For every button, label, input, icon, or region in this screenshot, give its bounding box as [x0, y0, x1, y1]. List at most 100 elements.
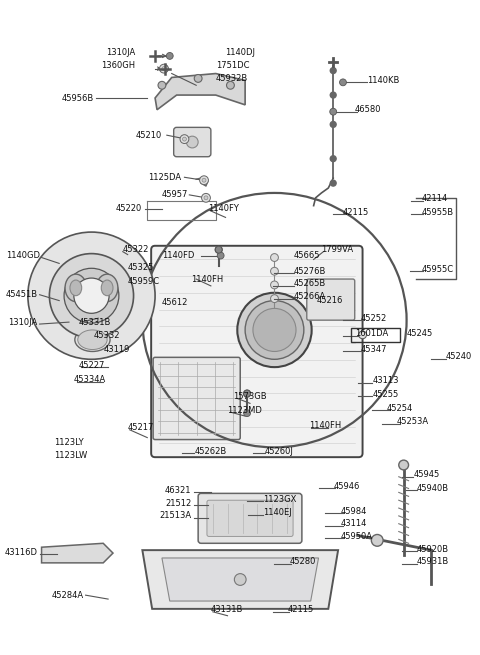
FancyBboxPatch shape — [207, 500, 293, 536]
Circle shape — [194, 75, 202, 83]
Text: 1123LY: 1123LY — [54, 438, 84, 447]
Text: 45245: 45245 — [407, 329, 433, 339]
Circle shape — [227, 81, 234, 89]
Text: 45217: 45217 — [128, 423, 154, 432]
Circle shape — [28, 232, 155, 360]
Text: 43113: 43113 — [372, 377, 399, 385]
Circle shape — [372, 534, 383, 546]
Text: 1140GD: 1140GD — [6, 251, 40, 260]
Text: 45955B: 45955B — [421, 208, 454, 217]
Circle shape — [217, 252, 224, 259]
Text: 45253A: 45253A — [397, 417, 429, 426]
Circle shape — [234, 574, 246, 586]
Polygon shape — [42, 543, 113, 563]
Text: 45932B: 45932B — [216, 74, 248, 83]
Text: 45347: 45347 — [360, 345, 387, 354]
Text: 1140FH: 1140FH — [192, 274, 224, 284]
Circle shape — [74, 278, 109, 313]
Circle shape — [180, 135, 189, 143]
Text: 43114: 43114 — [341, 519, 367, 528]
Ellipse shape — [75, 328, 110, 352]
Circle shape — [330, 92, 336, 98]
Circle shape — [244, 390, 251, 397]
Text: 1123LW: 1123LW — [54, 451, 87, 460]
Circle shape — [245, 301, 304, 360]
Circle shape — [167, 52, 173, 60]
FancyBboxPatch shape — [307, 279, 355, 320]
Text: 45252: 45252 — [360, 314, 387, 323]
Text: 1140FY: 1140FY — [208, 204, 239, 213]
Text: 21512: 21512 — [165, 498, 192, 508]
Text: 45334A: 45334A — [74, 375, 106, 384]
Text: 42115: 42115 — [287, 605, 313, 614]
Bar — [351, 328, 400, 342]
Text: 43119: 43119 — [103, 345, 130, 354]
Circle shape — [271, 253, 278, 261]
Text: 45945: 45945 — [413, 470, 440, 479]
Text: 1140KB: 1140KB — [368, 76, 400, 85]
Ellipse shape — [78, 330, 107, 350]
Text: 45940B: 45940B — [416, 484, 448, 493]
Text: 1310JA: 1310JA — [8, 318, 37, 327]
Circle shape — [330, 156, 336, 162]
FancyBboxPatch shape — [198, 493, 302, 543]
Circle shape — [271, 267, 278, 275]
Text: 1751DC: 1751DC — [216, 61, 249, 70]
Circle shape — [162, 67, 166, 71]
Text: 1140FD: 1140FD — [162, 251, 194, 260]
Text: 45920B: 45920B — [416, 545, 448, 553]
Text: 46321: 46321 — [165, 486, 192, 495]
Circle shape — [330, 108, 336, 115]
Text: 45931B: 45931B — [416, 557, 449, 567]
Circle shape — [202, 178, 206, 182]
Circle shape — [161, 66, 168, 72]
Circle shape — [330, 180, 336, 186]
Text: 45955C: 45955C — [421, 265, 454, 274]
Text: 45216: 45216 — [317, 296, 343, 305]
Text: 45956B: 45956B — [61, 94, 94, 102]
Text: 46580: 46580 — [355, 105, 381, 114]
Text: 45984: 45984 — [341, 506, 367, 515]
Text: 1573GB: 1573GB — [233, 392, 267, 401]
Text: 45220: 45220 — [116, 204, 143, 213]
Circle shape — [200, 176, 208, 185]
Text: 45665: 45665 — [294, 251, 321, 260]
Text: 45210: 45210 — [136, 131, 162, 140]
Text: 45255: 45255 — [372, 390, 398, 399]
Circle shape — [330, 121, 336, 127]
Text: 45284A: 45284A — [51, 591, 84, 600]
Text: 45265B: 45265B — [294, 280, 326, 288]
Text: 45262B: 45262B — [194, 447, 227, 456]
Text: 43131B: 43131B — [211, 605, 243, 614]
Text: 1123MD: 1123MD — [228, 405, 263, 415]
Polygon shape — [155, 73, 245, 110]
Text: 1310JA: 1310JA — [106, 48, 135, 58]
Text: 42115: 42115 — [343, 208, 369, 217]
Circle shape — [215, 246, 222, 253]
Text: 45331B: 45331B — [79, 318, 111, 327]
Text: 43116D: 43116D — [5, 548, 37, 557]
Text: 1123GX: 1123GX — [263, 495, 296, 504]
Circle shape — [244, 410, 251, 417]
Circle shape — [330, 67, 336, 73]
Circle shape — [159, 64, 168, 73]
Circle shape — [204, 196, 208, 200]
Circle shape — [215, 246, 222, 253]
Circle shape — [244, 390, 251, 397]
Text: 1140DJ: 1140DJ — [226, 48, 255, 58]
Text: 1799VA: 1799VA — [322, 245, 354, 254]
Circle shape — [158, 81, 166, 89]
Text: 45332: 45332 — [94, 331, 120, 341]
Ellipse shape — [70, 280, 82, 295]
Ellipse shape — [96, 274, 118, 301]
Circle shape — [359, 331, 366, 339]
Circle shape — [237, 293, 312, 367]
Text: 45325: 45325 — [128, 263, 154, 272]
Circle shape — [202, 193, 210, 202]
Circle shape — [182, 137, 186, 141]
Ellipse shape — [65, 274, 86, 301]
Text: 21513A: 21513A — [159, 512, 192, 520]
Circle shape — [253, 309, 296, 352]
FancyBboxPatch shape — [153, 358, 240, 440]
Text: 45451B: 45451B — [5, 290, 37, 299]
